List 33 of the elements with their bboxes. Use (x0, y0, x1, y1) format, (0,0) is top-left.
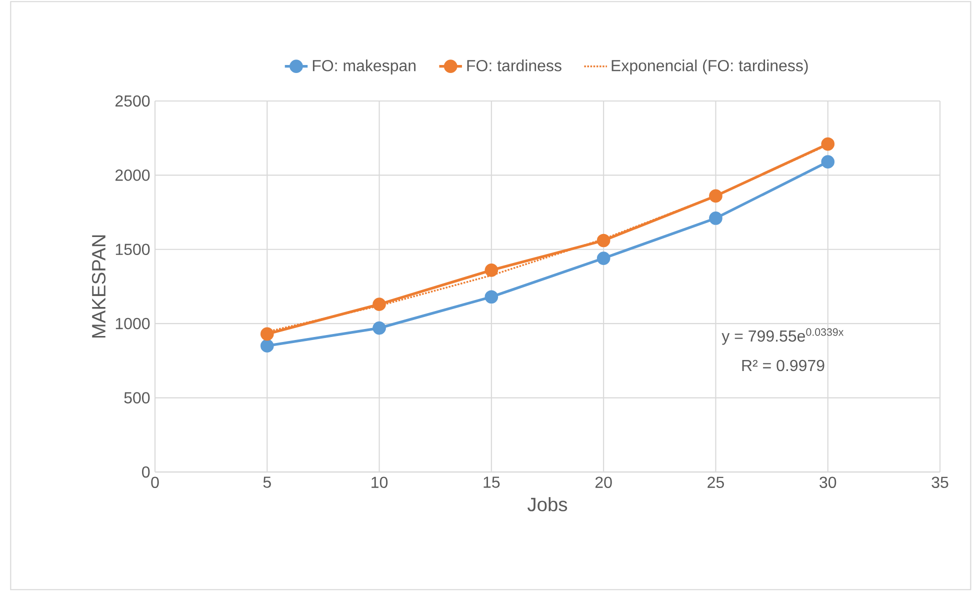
point (821, 137, 835, 151)
x-axis-title: Jobs (528, 497, 568, 512)
point (596, 252, 610, 265)
x-tick-label: 30 (820, 476, 836, 488)
point (260, 327, 274, 341)
x-tick-label: 25 (708, 476, 724, 488)
x-tick-label: 10 (372, 476, 388, 488)
x-tick-label: 15 (484, 476, 500, 488)
y-tick-label: 0 (142, 466, 150, 478)
y-tick-label: 500 (124, 392, 150, 404)
annotation: R² = 0.9979 (742, 360, 824, 372)
legend-label: Exponencial (FO: tardiness) (612, 60, 808, 74)
y-tick-label: 1000 (116, 318, 150, 330)
legend-label: FO: tardiness (467, 60, 562, 72)
point (596, 234, 610, 248)
point (484, 290, 498, 304)
x-tick-label: 20 (595, 476, 612, 488)
point (709, 189, 722, 203)
legend-label: FO: makespan (312, 60, 416, 74)
x-tick-label: 5 (263, 476, 271, 488)
point (372, 298, 386, 311)
point (260, 339, 274, 353)
x-tick-label: 35 (932, 476, 948, 488)
y-tick-label: 2000 (115, 170, 150, 181)
y-axis-title: MAKESPAN (92, 235, 106, 338)
y-tick-label: 1500 (116, 244, 150, 256)
point (709, 212, 722, 225)
annotation: y = 799.55e$^{0.0339x}$ (722, 328, 844, 345)
point (484, 263, 498, 277)
x-tick-label: 0 (151, 476, 159, 488)
y-tick-label: 2500 (115, 95, 150, 107)
point (372, 321, 386, 335)
point (821, 155, 835, 169)
